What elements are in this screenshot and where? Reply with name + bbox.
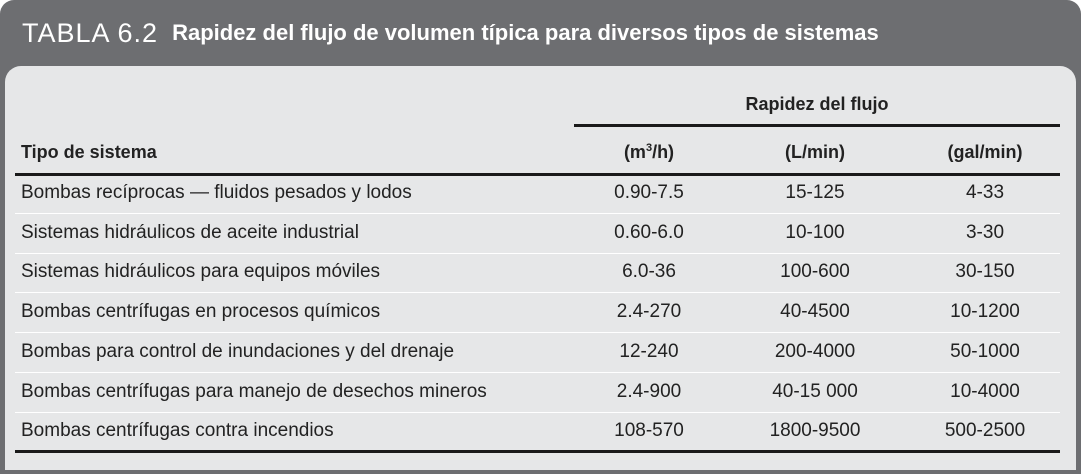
cell-m3h: 0.90-7.5 (614, 182, 684, 203)
cell-galmin: 50-1000 (950, 341, 1020, 362)
cell-lmin: 40-4500 (780, 301, 850, 322)
cell-m3h: 6.0-36 (622, 261, 676, 282)
cell-lmin: 40-15 000 (772, 381, 858, 402)
table-number: TABLA 6.2 (22, 17, 159, 48)
cell-galmin: 10-1200 (950, 301, 1020, 322)
table-row: Bombas centrífugas para manejo de desech… (15, 373, 1060, 413)
cell-galmin: 10-4000 (950, 381, 1020, 402)
cell-system: Bombas centrífugas contra incendios (21, 420, 334, 441)
column-header-galmin: (gal/min) (947, 142, 1023, 162)
bottom-rule (15, 450, 1060, 453)
cell-galmin: 3-30 (965, 222, 1005, 243)
cell-system: Bombas centrífugas en procesos químicos (21, 301, 381, 322)
cell-m3h: 108-570 (614, 420, 684, 441)
cell-galmin: 30-150 (955, 261, 1015, 282)
table-row: Sistemas hidráulicos de aceite industria… (15, 214, 1060, 254)
table-row: Bombas para control de inundaciones y de… (15, 333, 1060, 373)
cell-system: Sistemas hidráulicos para equipos móvile… (21, 261, 381, 282)
row-separator (15, 292, 1060, 293)
table-row: Bombas centrífugas en procesos químicos … (15, 293, 1060, 333)
cell-system: Bombas para control de inundaciones y de… (21, 341, 455, 362)
cell-lmin: 10-100 (785, 222, 845, 243)
table-panel (5, 66, 1076, 470)
group-header-flow-rate: Rapidez del flujo (745, 94, 889, 114)
cell-system: Bombas centrífugas para manejo de desech… (21, 381, 487, 402)
cell-system: Bombas recíprocas — fluidos pesados y lo… (21, 182, 412, 203)
cell-galmin: 500-2500 (944, 420, 1026, 441)
row-separator (15, 372, 1060, 373)
row-separator (15, 213, 1060, 214)
cell-m3h: 2.4-270 (616, 301, 682, 322)
row-separator (15, 332, 1060, 333)
column-header-system: Tipo de sistema (21, 142, 157, 162)
cell-lmin: 1800-9500 (769, 420, 861, 441)
cell-lmin: 200-4000 (774, 341, 856, 362)
table-row: Bombas recíprocas — fluidos pesados y lo… (15, 174, 1060, 214)
table-title: Rapidez del flujo de volumen típica para… (172, 20, 879, 45)
cell-m3h: 2.4-900 (616, 381, 682, 402)
cell-galmin: 4-33 (965, 182, 1005, 203)
table-title-bar: TABLA 6.2 Rapidez del flujo de volumen t… (0, 0, 1081, 66)
column-header-m3h: (m3/h) (623, 142, 675, 162)
cell-m3h: 12-240 (619, 341, 679, 362)
column-header-lmin: (L/min) (785, 142, 845, 162)
table-row: Bombas centrífugas contra incendios 108-… (15, 412, 1060, 450)
cell-m3h: 0.60-6.0 (614, 222, 684, 243)
cell-lmin: 15-125 (785, 182, 845, 203)
cell-system: Sistemas hidráulicos de aceite industria… (21, 222, 359, 243)
table-row: Sistemas hidráulicos para equipos móvile… (15, 253, 1060, 293)
row-separator (15, 412, 1060, 413)
group-header-rule (574, 124, 1060, 127)
cell-lmin: 100-600 (780, 261, 850, 282)
row-separator (15, 253, 1060, 254)
header-rule (15, 173, 1060, 176)
